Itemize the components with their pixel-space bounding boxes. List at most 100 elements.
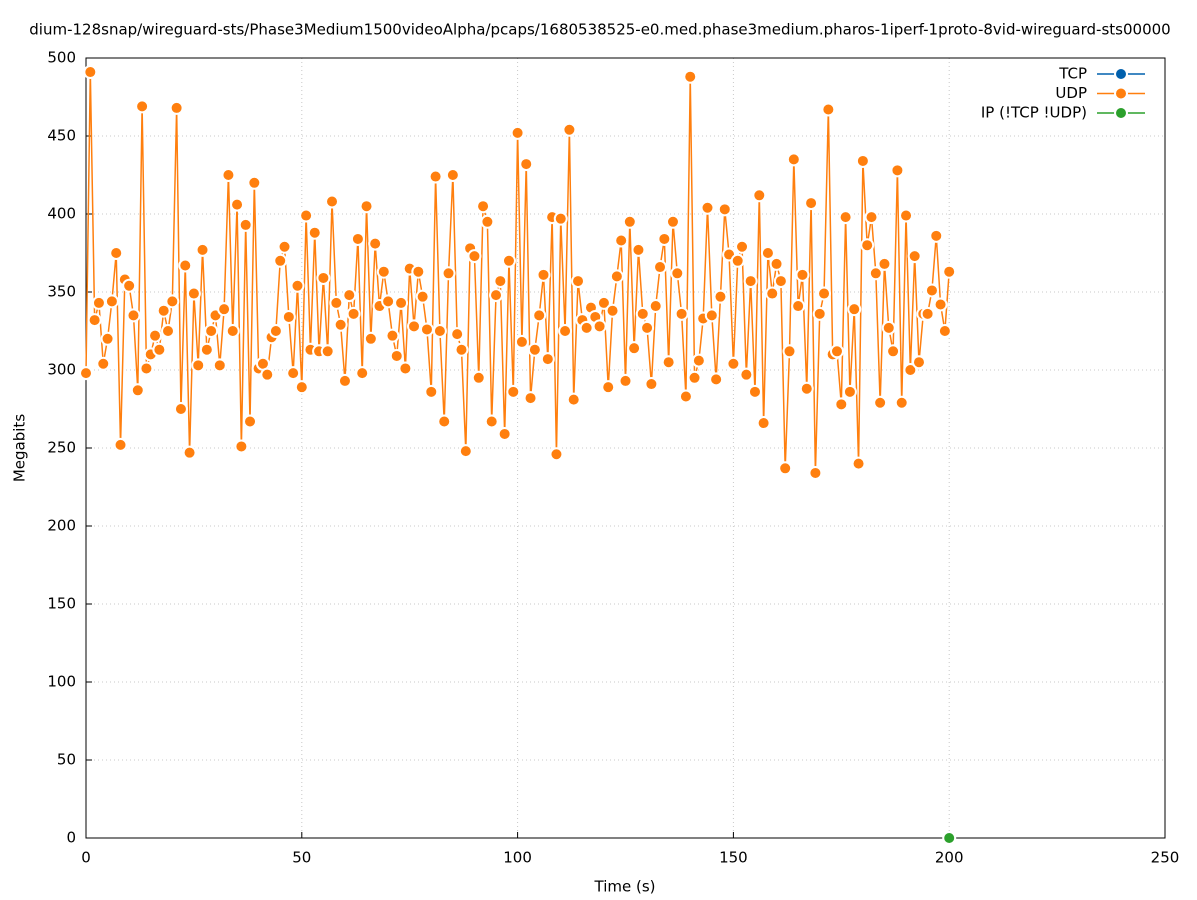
data-point (87, 313, 102, 328)
data-point (799, 381, 814, 396)
data-point (847, 302, 862, 317)
data-point (605, 303, 620, 318)
data-point (661, 355, 676, 370)
data-point (419, 322, 434, 337)
data-point (437, 414, 452, 429)
data-point (281, 309, 296, 324)
data-point (428, 169, 443, 184)
data-point (808, 465, 823, 480)
data-point (924, 283, 939, 298)
data-point (411, 264, 426, 279)
data-point (627, 341, 642, 356)
data-point (316, 270, 331, 285)
data-point (596, 295, 611, 310)
data-point (497, 426, 512, 441)
data-point (558, 324, 573, 338)
data-point (903, 363, 918, 377)
y-tick-label: 500 (47, 49, 76, 67)
data-point (407, 319, 422, 334)
data-point (148, 328, 163, 343)
legend-label: TCP (1058, 65, 1087, 83)
data-point (726, 356, 741, 371)
data-point (320, 344, 335, 359)
data-point (152, 342, 167, 357)
data-point (359, 199, 374, 214)
data-point (394, 295, 409, 310)
data-point (812, 306, 827, 321)
data-point (501, 253, 516, 268)
data-point (890, 163, 905, 178)
data-point (122, 278, 137, 293)
data-point (100, 331, 115, 346)
data-point (648, 299, 663, 314)
data-point (860, 238, 875, 253)
data-point (234, 439, 249, 454)
data-point (273, 253, 288, 268)
data-point (536, 267, 551, 282)
data-point (886, 344, 901, 359)
y-tick-label: 200 (47, 517, 76, 535)
y-tick-label: 100 (47, 673, 76, 691)
data-point (838, 210, 853, 225)
data-point (493, 274, 508, 289)
data-point (911, 355, 926, 370)
data-point (756, 416, 771, 431)
data-point (182, 445, 197, 460)
data-point (653, 260, 668, 275)
data-point (687, 370, 702, 385)
data-point (782, 344, 797, 359)
data-point (592, 319, 607, 334)
data-point (277, 239, 292, 254)
data-point (221, 168, 236, 182)
data-point (337, 373, 352, 388)
data-point (691, 353, 706, 368)
data-point (415, 289, 430, 304)
data-point (907, 249, 922, 264)
data-point (644, 377, 659, 392)
data-point (523, 391, 538, 406)
data-point (109, 246, 124, 260)
data-point (398, 361, 413, 376)
data-point (773, 274, 788, 289)
data-point (519, 157, 534, 172)
data-point (562, 122, 577, 137)
data-point (161, 324, 176, 338)
data-point (286, 366, 301, 381)
data-point (877, 256, 892, 271)
y-tick-label: 0 (66, 829, 76, 847)
data-point (467, 249, 482, 264)
data-point (113, 437, 128, 452)
data-point (130, 383, 145, 398)
data-point (717, 202, 732, 217)
data-point (868, 266, 883, 281)
data-point (156, 303, 171, 318)
data-point (178, 258, 193, 273)
data-point (674, 306, 689, 321)
data-point (454, 342, 469, 357)
data-point (376, 264, 391, 279)
data-point (346, 306, 361, 321)
data-point (778, 461, 793, 476)
data-point (752, 188, 767, 203)
data-point (268, 324, 283, 338)
data-point (299, 208, 314, 223)
legend-marker (1114, 106, 1128, 120)
x-tick-label: 0 (81, 849, 91, 867)
data-point (631, 242, 646, 257)
y-tick-label: 250 (47, 439, 76, 457)
data-point (709, 372, 724, 387)
data-point (933, 297, 948, 312)
data-point (864, 210, 879, 225)
y-tick-label: 350 (47, 283, 76, 301)
data-point (821, 102, 836, 117)
data-point (91, 295, 106, 310)
plot-border (85, 57, 1166, 839)
data-point (510, 125, 525, 140)
data-point (713, 289, 728, 304)
data-point (484, 414, 499, 429)
data-point (186, 286, 201, 301)
data-point (704, 308, 719, 323)
data-point (458, 444, 473, 459)
data-point (609, 269, 624, 284)
